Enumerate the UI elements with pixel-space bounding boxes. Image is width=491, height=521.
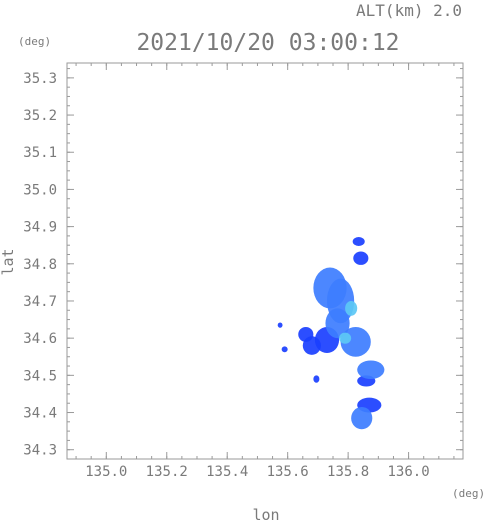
timestamp-title: 2021/10/20 03:00:12 — [136, 30, 399, 56]
y-tick-label: 35.2 — [23, 108, 57, 124]
y-tick-label: 35.0 — [23, 182, 57, 198]
radar-echo-cell — [277, 322, 283, 328]
x-axis-ticks: 135.0 135.2 135.4 135.6 135.8 136.0 — [75, 63, 455, 480]
y-tick-label: 34.5 — [23, 368, 57, 384]
y-axis-unit: (deg) — [18, 35, 51, 48]
radar-echo-cell — [325, 308, 350, 339]
x-axis-unit: (deg) — [452, 487, 485, 500]
y-tick-label: 34.4 — [23, 406, 57, 422]
radar-echo-cell — [345, 300, 358, 316]
y-tick-label: 35.1 — [23, 145, 57, 161]
y-axis-ticks: 34.3 34.4 34.5 34.6 34.7 34.8 34.9 35.0 35.1 35.2… — [23, 68, 463, 460]
x-tick-label: 135.8 — [327, 464, 369, 480]
radar-echo-cell — [302, 336, 321, 355]
radar-echo-cell — [281, 346, 288, 353]
altitude-label: ALT(km) 2.0 — [356, 1, 462, 20]
y-tick-label: 34.7 — [23, 294, 57, 310]
y-axis-label: lat — [0, 248, 17, 275]
radar-echo-cell — [357, 360, 385, 380]
radar-echo-cell — [353, 251, 369, 265]
radar-echo-cell — [339, 332, 352, 344]
radar-echo-cell — [313, 375, 320, 383]
radar-echo-cell — [352, 237, 365, 246]
y-tick-label: 34.6 — [23, 331, 57, 347]
x-tick-label: 135.2 — [146, 464, 188, 480]
y-tick-label: 34.9 — [23, 220, 57, 236]
plot-frame — [66, 62, 464, 460]
y-tick-label: 35.3 — [23, 71, 57, 87]
x-tick-label: 135.6 — [267, 464, 309, 480]
y-tick-label: 34.3 — [23, 443, 57, 459]
y-tick-label: 34.8 — [23, 257, 57, 273]
x-tick-label: 135.4 — [206, 464, 248, 480]
x-tick-label: 135.0 — [85, 464, 127, 480]
x-tick-label: 136.0 — [388, 464, 430, 480]
radar-echo-cell — [351, 406, 373, 430]
x-axis-label: lon — [252, 506, 279, 521]
radar-echo-layer — [277, 237, 385, 430]
